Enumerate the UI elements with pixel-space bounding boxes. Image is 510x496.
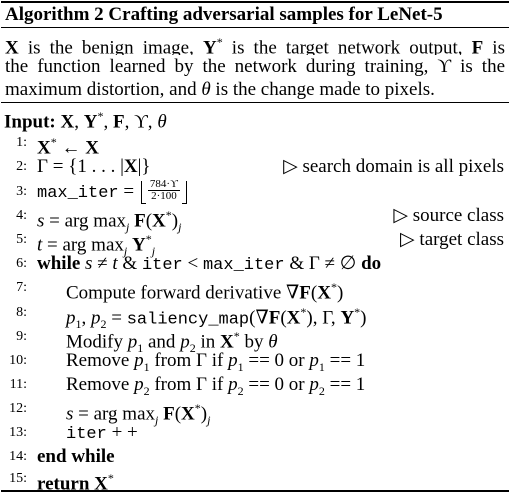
algorithm-title: Algorithm 2 Crafting adversarial samples…: [5, 3, 443, 26]
step-number: 7:: [0, 275, 27, 300]
step-10: 10: Remove p1 from Γ if p1 == 0 or p1 ==…: [0, 348, 510, 373]
step-2: 2: Γ = {1 . . . |X|} ▷ search domain is …: [0, 154, 510, 179]
description-line-2: the function learned by the network duri…: [5, 55, 505, 79]
step-number: 10:: [0, 348, 27, 373]
step-9: 9: Modify p1 and p2 in X* by θ: [0, 324, 510, 349]
comment: ▷ source class: [393, 203, 504, 228]
step-7: 7: Compute forward derivative ∇F(X*): [0, 275, 510, 300]
fraction: 784·ϒ 2·100: [148, 179, 180, 202]
step-number: 12:: [0, 396, 27, 421]
step-number: 9:: [0, 324, 27, 349]
title-rule: [1, 27, 509, 28]
step-number: 11:: [0, 372, 27, 397]
step-5: 5: t = arg maxj Y*j ▷ target class: [0, 227, 510, 252]
step-15: 15: return X*: [0, 466, 510, 491]
step-8: 8: p1, p2 = saliency_map(∇F(X*), Γ, Y*): [0, 300, 510, 325]
description-line-3: maximum distortion, and θ is the change …: [5, 78, 505, 102]
comment: ▷ target class: [400, 227, 504, 252]
description-line-1: X is the benign image, Y* is the target …: [5, 31, 505, 55]
step-number: 3:: [0, 179, 27, 204]
step-number: 15:: [0, 466, 27, 491]
bottom-rule: [1, 490, 509, 492]
step-1: 1: X* ← X: [0, 130, 510, 155]
step-4: 4: s = arg maxj F(X*)j ▷ source class: [0, 203, 510, 228]
step-6: 6: while s ≠ t & iter < max_iter & Γ ≠ ∅…: [0, 251, 510, 276]
step-number: 4:: [0, 203, 27, 228]
step-number: 2:: [0, 154, 27, 179]
step-number: 1:: [0, 130, 27, 155]
step-number: 13:: [0, 420, 27, 445]
algorithm-description: X is the benign image, Y* is the target …: [5, 31, 505, 102]
description-rule: [1, 102, 509, 103]
step-11: 11: Remove p2 from Γ if p2 == 0 or p2 ==…: [0, 372, 510, 397]
step-3: 3: max_iter = 784·ϒ 2·100: [0, 179, 510, 204]
step-number: 8:: [0, 300, 27, 325]
comment: ▷ search domain is all pixels: [283, 154, 504, 179]
step-13: 13: iter + +: [0, 420, 510, 445]
step-12: 12: s = arg maxj F(X*)j: [0, 396, 510, 421]
step-number: 6:: [0, 251, 27, 276]
step-number: 5:: [0, 227, 27, 252]
